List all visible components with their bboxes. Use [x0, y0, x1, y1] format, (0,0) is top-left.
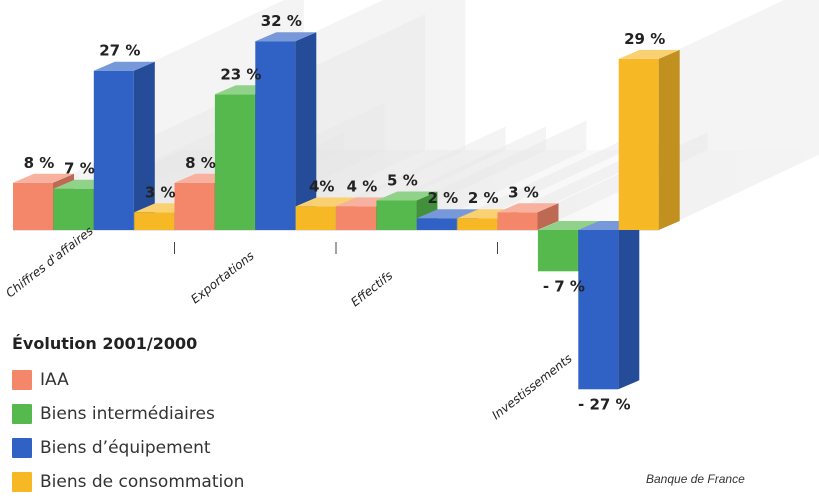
legend-label: Biens d’équipement — [40, 438, 211, 458]
category-label: Chiffres d'affaires — [3, 224, 96, 301]
legend-item-iaa: IAA — [12, 363, 244, 397]
legend-item-biens-intermediaires: Biens intermédiaires — [12, 397, 244, 431]
category-label: Exportations — [188, 249, 256, 307]
data-label: 4 % — [347, 177, 378, 195]
category-label: Investissements — [489, 351, 574, 422]
legend: Évolution 2001/2000 IAA Biens intermédia… — [12, 334, 244, 499]
bar — [376, 120, 587, 230]
category-label: Effectifs — [348, 268, 395, 309]
data-label: 29 % — [624, 30, 665, 48]
source-note: Banque de France — [646, 472, 745, 486]
data-label: 7 % — [64, 160, 95, 178]
data-label: 3 % — [145, 183, 176, 201]
bar — [618, 0, 819, 231]
legend-item-biens-consommation: Biens de consommation — [12, 465, 244, 499]
legend-swatch — [12, 472, 32, 492]
legend-swatch — [12, 404, 32, 424]
data-label: 5 % — [387, 172, 418, 190]
legend-title: Évolution 2001/2000 — [12, 334, 198, 353]
legend-label: Biens de consommation — [40, 472, 245, 492]
legend-label: Biens intermédiaires — [40, 404, 215, 424]
data-label: 2 % — [468, 189, 499, 207]
data-label: 2 % — [427, 189, 458, 207]
data-label: 27 % — [99, 42, 140, 60]
legend-item-biens-equipement: Biens d’équipement — [12, 431, 244, 465]
legend-label: IAA — [40, 370, 69, 390]
data-label: 8 % — [185, 154, 216, 172]
data-label: 4% — [309, 177, 334, 195]
data-label: 8 % — [24, 154, 55, 172]
bar — [578, 221, 640, 390]
data-label: - 27 % — [578, 395, 631, 413]
data-label: 32 % — [261, 12, 302, 30]
data-label: 23 % — [220, 65, 261, 83]
data-label: 3 % — [508, 183, 539, 201]
data-label: - 7 % — [543, 277, 585, 295]
legend-swatch — [12, 438, 32, 458]
legend-swatch — [12, 370, 32, 390]
chart-bars — [13, 0, 819, 390]
chart-value-labels: 8 % 7 % 27 % 3 % 8 % 23 % 32 % 4% 4 % 5 % 2 % 2 % 3 … — [24, 12, 666, 413]
bar — [255, 0, 466, 231]
